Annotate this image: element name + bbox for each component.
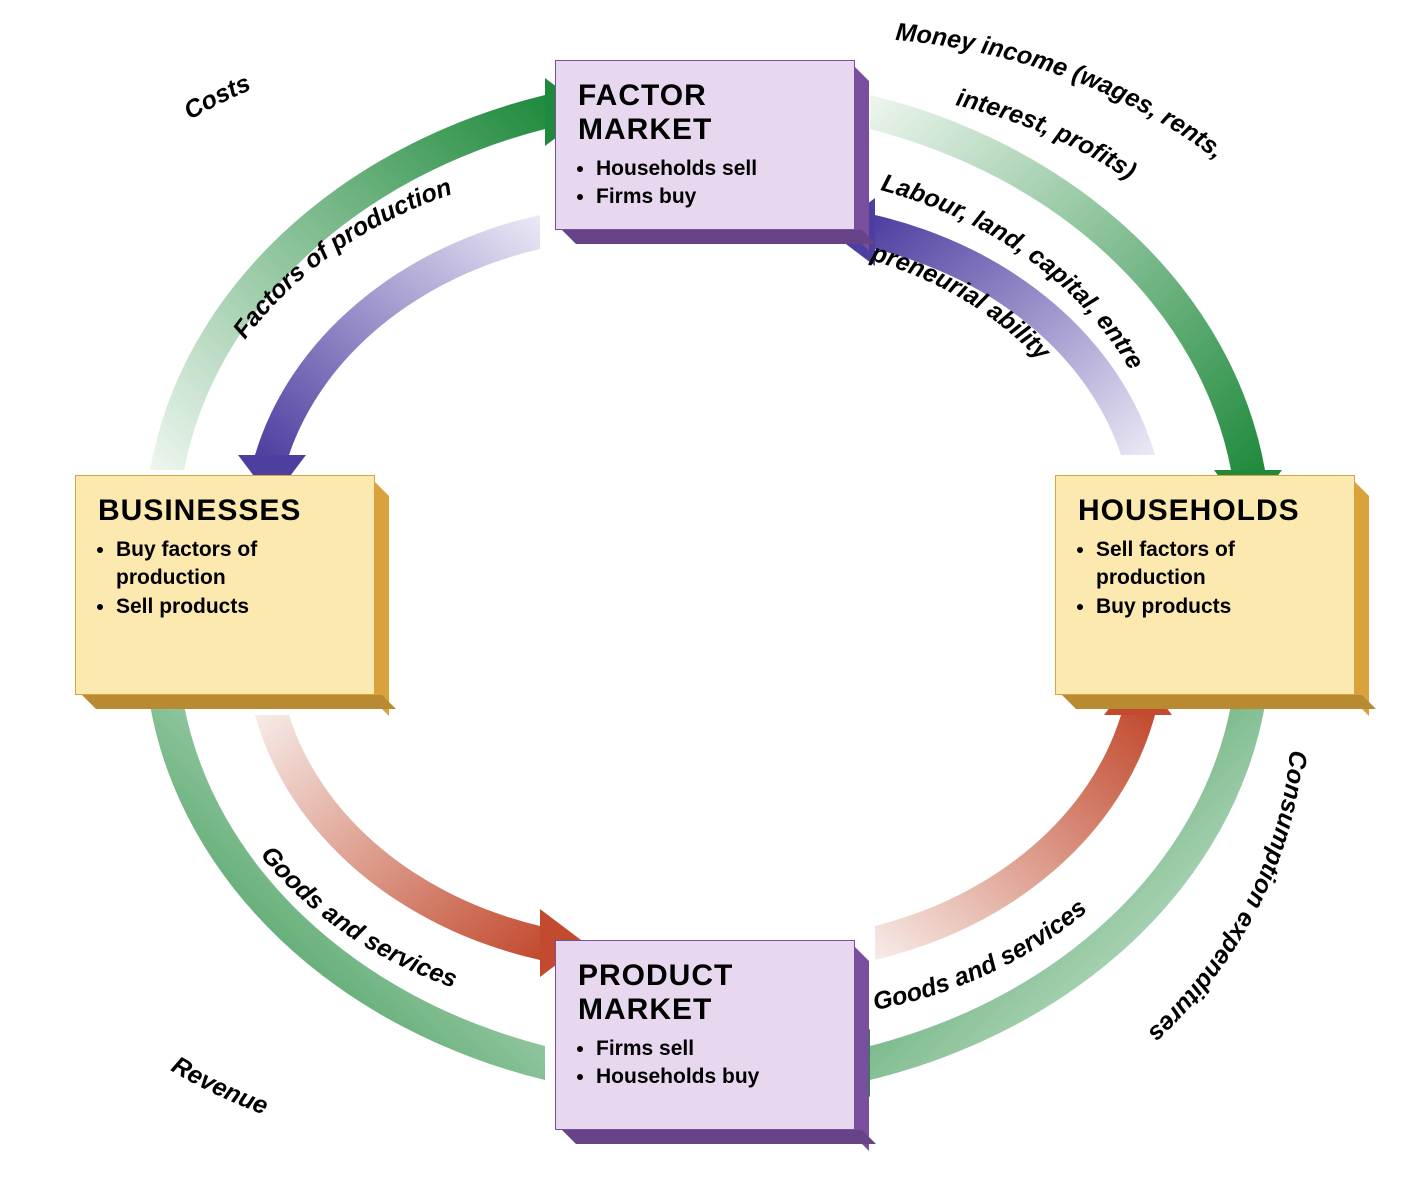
circular-flow-diagram: { "type": "flowchart", "canvas": { "widt… — [0, 0, 1425, 1200]
label-factors-production: Factors of production — [0, 0, 551, 344]
node-factor-market: FACTOR MARKET Households sell Firms buy — [555, 60, 855, 230]
node-title: HOUSEHOLDS — [1078, 494, 1332, 528]
node-title: BUSINESSES — [98, 494, 352, 528]
label-preneurial: preneurial ability — [0, 0, 1091, 406]
node-product-market: PRODUCT MARKET Firms sell Households buy — [555, 940, 855, 1130]
node-bullets: Sell factors of production Buy products — [1078, 536, 1332, 621]
arrow-factors-production — [238, 215, 540, 500]
node-title: FACTOR MARKET — [578, 79, 832, 147]
arrow-goods-right — [875, 670, 1172, 960]
arrow-consumption — [825, 705, 1265, 1097]
arrow-revenue — [133, 660, 545, 1080]
node-bullets: Firms sell Households buy — [578, 1035, 832, 1092]
label-costs: Costs — [0, 0, 551, 125]
node-title: PRODUCT MARKET — [578, 959, 832, 1027]
arrow-money-income — [870, 95, 1282, 515]
arrow-goods-left — [255, 715, 585, 977]
node-businesses: BUSINESSES Buy factors of production Sel… — [75, 475, 375, 695]
arrow-labour — [830, 198, 1155, 455]
node-bullets: Households sell Firms buy — [578, 155, 832, 212]
arrow-costs — [150, 78, 590, 470]
node-bullets: Buy factors of production Sell products — [98, 536, 352, 621]
node-households: HOUSEHOLDS Sell factors of production Bu… — [1055, 475, 1355, 695]
